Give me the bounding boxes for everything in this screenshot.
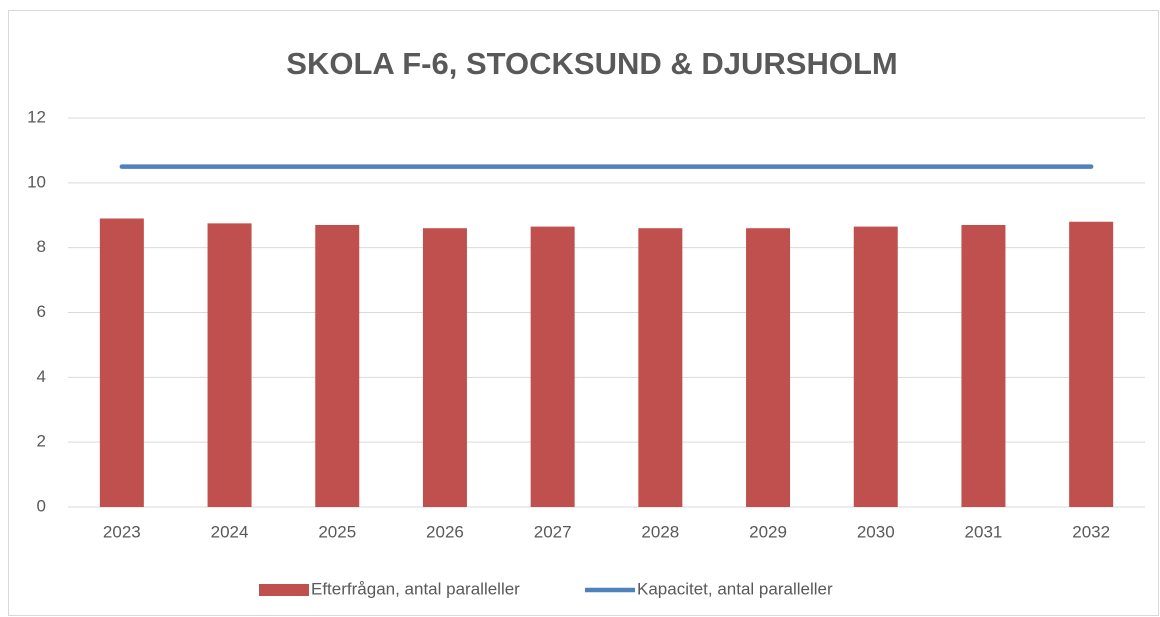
y-tick-label: 10 <box>27 172 46 191</box>
y-tick-label: 2 <box>37 432 46 451</box>
x-tick-label: 2029 <box>749 522 787 541</box>
bar <box>422 228 467 507</box>
x-tick-label: 2024 <box>211 522 249 541</box>
bar <box>207 223 252 507</box>
bar <box>315 224 360 507</box>
bar <box>1069 221 1114 507</box>
x-tick-label: 2030 <box>857 522 895 541</box>
y-tick-label: 8 <box>37 237 46 256</box>
bar <box>961 224 1006 507</box>
x-tick-label: 2023 <box>103 522 141 541</box>
x-tick-label: 2028 <box>641 522 679 541</box>
x-tick-label: 2031 <box>965 522 1003 541</box>
bar <box>638 228 683 507</box>
y-tick-label: 0 <box>37 496 46 515</box>
bar <box>746 228 791 507</box>
x-tick-label: 2032 <box>1072 522 1110 541</box>
y-tick-label: 12 <box>27 107 46 126</box>
x-tick-label: 2027 <box>534 522 572 541</box>
bar <box>99 218 144 507</box>
bar <box>853 226 898 508</box>
x-tick-label: 2025 <box>318 522 356 541</box>
y-tick-label: 6 <box>37 302 46 321</box>
legend-swatch <box>259 584 309 596</box>
legend-label: Efterfrågan, antal paralleller <box>311 579 520 598</box>
chart-title: SKOLA F-6, STOCKSUND & DJURSHOLM <box>286 46 897 81</box>
y-tick-label: 4 <box>37 367 46 386</box>
bar <box>530 226 575 508</box>
x-tick-label: 2026 <box>426 522 464 541</box>
legend-label: Kapacitet, antal paralleller <box>637 579 833 598</box>
